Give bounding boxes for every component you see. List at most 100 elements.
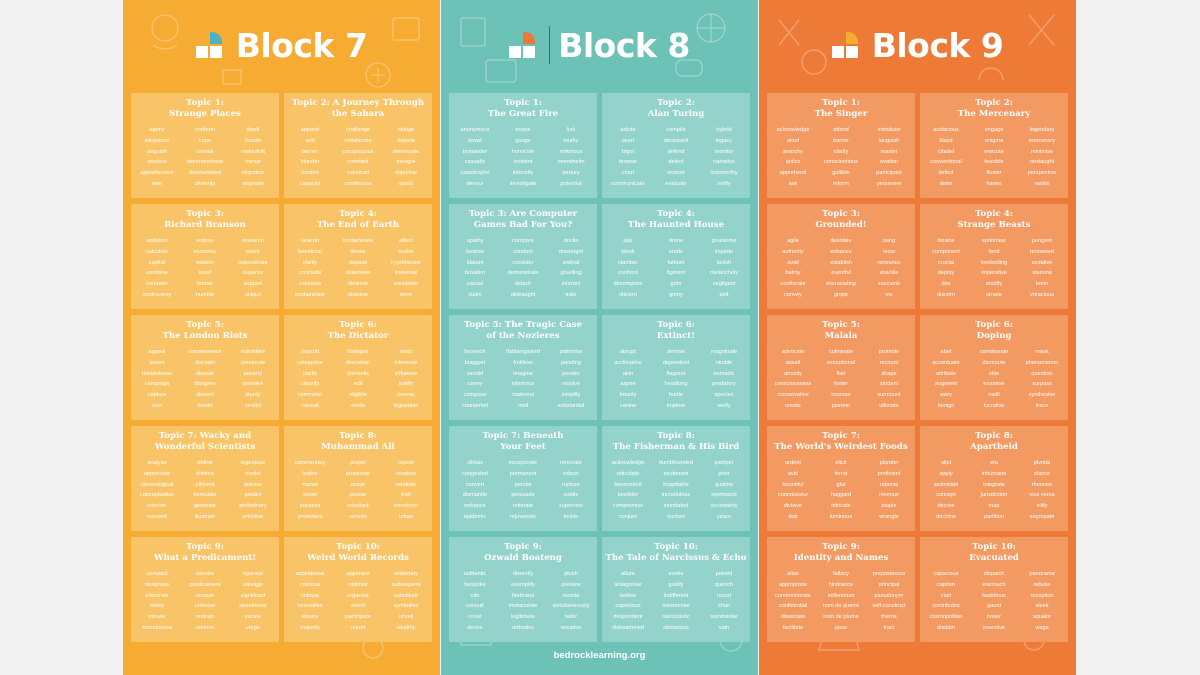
topic-card: Topic 5: Malala advocate culminate promote as… (767, 315, 915, 420)
vocabulary-word: disclaim (194, 359, 216, 366)
vocabulary-word: species (714, 392, 734, 399)
vocabulary-word: sleek (1035, 603, 1049, 610)
vocabulary-word: ask (788, 180, 798, 187)
topic-number: Topic 8: (657, 431, 695, 441)
vocabulary-word: investigate (509, 180, 537, 187)
site-url[interactable]: bedrocklearning.org (553, 650, 646, 661)
vocabulary-word: verify (717, 402, 731, 409)
vocabulary-word: majority (300, 624, 320, 631)
vocabulary-word: authority (782, 248, 804, 255)
vocabulary-word: evoke (668, 571, 684, 577)
vocabulary-word: inundated (663, 503, 689, 510)
vocabulary-word: remote (349, 513, 367, 520)
vocabulary-word: organise (347, 592, 369, 599)
vocabulary-word: marvel (301, 481, 319, 488)
vocabulary-word: nimble (715, 359, 733, 366)
topic-name: The Fisherman & His Bird (612, 441, 740, 452)
vocabulary-word: prior (718, 470, 730, 477)
vocabulary-word: propel (350, 460, 366, 466)
header-divider (549, 26, 551, 64)
vocabulary-word: vie (885, 291, 893, 298)
vocabulary-word: theorise (1032, 481, 1052, 488)
vocabulary-word: exuberant (663, 470, 689, 477)
topic-name: Ozwald Boateng (484, 552, 562, 563)
vocabulary-word: epitomise (982, 238, 1006, 244)
vocabulary-word: establish (829, 259, 853, 266)
vocabulary-word: mere (399, 291, 413, 298)
topic-title: Topic 9: What a Predicament! (151, 542, 259, 563)
vocabulary-word: perjury (562, 170, 580, 177)
vocabulary-word: potential (560, 180, 582, 187)
vocabulary-word: dialogue (347, 349, 369, 355)
vocabulary-word: succumb (877, 281, 901, 288)
vocabulary-word: humble (195, 291, 215, 298)
vocabulary-word: enhance (464, 503, 486, 510)
vocabulary-word: tailor (564, 614, 578, 621)
topic-name: Extinct! (656, 330, 696, 341)
vocabulary-word: grope (833, 291, 849, 298)
vocabulary-word: gullible (832, 170, 850, 177)
vocabulary-word: hover (987, 614, 1001, 621)
topic-number: Topic 8: (339, 431, 377, 441)
topic-name: Alan Turing (647, 108, 705, 119)
vocabulary-word: attribute (935, 370, 957, 377)
vocabulary-word: dissolve (347, 291, 369, 298)
vocabulary-word: renovate (560, 460, 582, 466)
vocabulary-word: legacy (715, 137, 733, 144)
vocabulary-list: apparel challenge deluge arid collaborate dep… (286, 125, 430, 190)
vocabulary-word: teem (1035, 281, 1049, 288)
topic-number: Topic 1: (186, 98, 224, 108)
vocabulary-list: agony conform dwell allegiance cope hostile an… (133, 125, 277, 190)
vocabulary-word: anxious (147, 159, 167, 166)
vocabulary-word: diminish (347, 281, 369, 288)
vocabulary-word: convert (465, 481, 485, 488)
vocabulary-word: conclude (298, 270, 322, 277)
vocabulary-word: evaluate (665, 180, 687, 187)
vocabulary-word: augment (935, 381, 957, 388)
vocabulary-word: demonstrate (507, 270, 539, 277)
vocabulary-list: beseech flabbergasted patronise braggart fru… (451, 347, 595, 412)
vocabulary-word: aspirational (295, 571, 325, 577)
vocabulary-word: possess (299, 503, 321, 510)
vocabulary-word: overwhelm (557, 159, 585, 166)
vocabulary-word: intricate (831, 503, 851, 510)
vocabulary-word: aloof (786, 137, 800, 144)
vocabulary-word: justify (398, 381, 414, 388)
topic-title: Topic 9: Identity and Names (791, 542, 892, 563)
vocabulary-word: canny (467, 381, 483, 388)
topic-card: Topic 8: The Fisherman & His Bird acknowle… (602, 426, 750, 531)
vocabulary-word: assert (149, 359, 165, 366)
vocabulary-word: dissociate (780, 614, 806, 621)
topic-title: Topic 8: Apartheid (967, 431, 1021, 452)
topic-title: Topic 1: The Great Fire (485, 98, 561, 119)
vocabulary-word: rejuvenate (509, 513, 537, 520)
vocabulary-word: influence (394, 370, 418, 377)
topic-card: Topic 9: Identity and Names alias fallacy pr… (767, 537, 915, 642)
vocabulary-word: challenge (346, 127, 370, 133)
topic-title: Topic 10: The Tale of Narcissus & Echo (602, 542, 749, 563)
vocabulary-word: shun (717, 603, 731, 610)
vocabulary-word: bystander (462, 148, 488, 155)
topic-number: Topic 4: (339, 209, 377, 219)
vocabulary-word: disdain (937, 624, 955, 631)
block-9-panel: Block 9 Topic 1: The Singer acknowledge att… (759, 0, 1076, 675)
vocabulary-word: dense (350, 248, 366, 255)
vocabulary-word: ajar (623, 238, 633, 244)
vocabulary-word: provoke (243, 381, 263, 388)
vocabulary-word: melancholy (709, 270, 739, 277)
vocabulary-word: mercenary (1028, 137, 1056, 144)
topic-name: What a Predicament! (153, 552, 257, 563)
vocabulary-word: awe (151, 180, 163, 187)
vocabulary-word: abet (940, 349, 952, 355)
vocabulary-word: authentic (463, 571, 487, 577)
vocabulary-word: conspicuous (342, 148, 374, 155)
vocabulary-word: allure (621, 571, 635, 577)
topic-title: Topic 5: The London Riots (159, 320, 250, 341)
vocabulary-word: concept (936, 492, 956, 499)
vocabulary-word: poised (715, 571, 733, 577)
vocabulary-word: congested (462, 470, 488, 477)
vocabulary-word: diversify (512, 571, 534, 577)
vocabulary-word: objective (394, 170, 418, 177)
vocabulary-word: consult (466, 603, 484, 610)
vocabulary-word: apprehensive (140, 170, 174, 177)
